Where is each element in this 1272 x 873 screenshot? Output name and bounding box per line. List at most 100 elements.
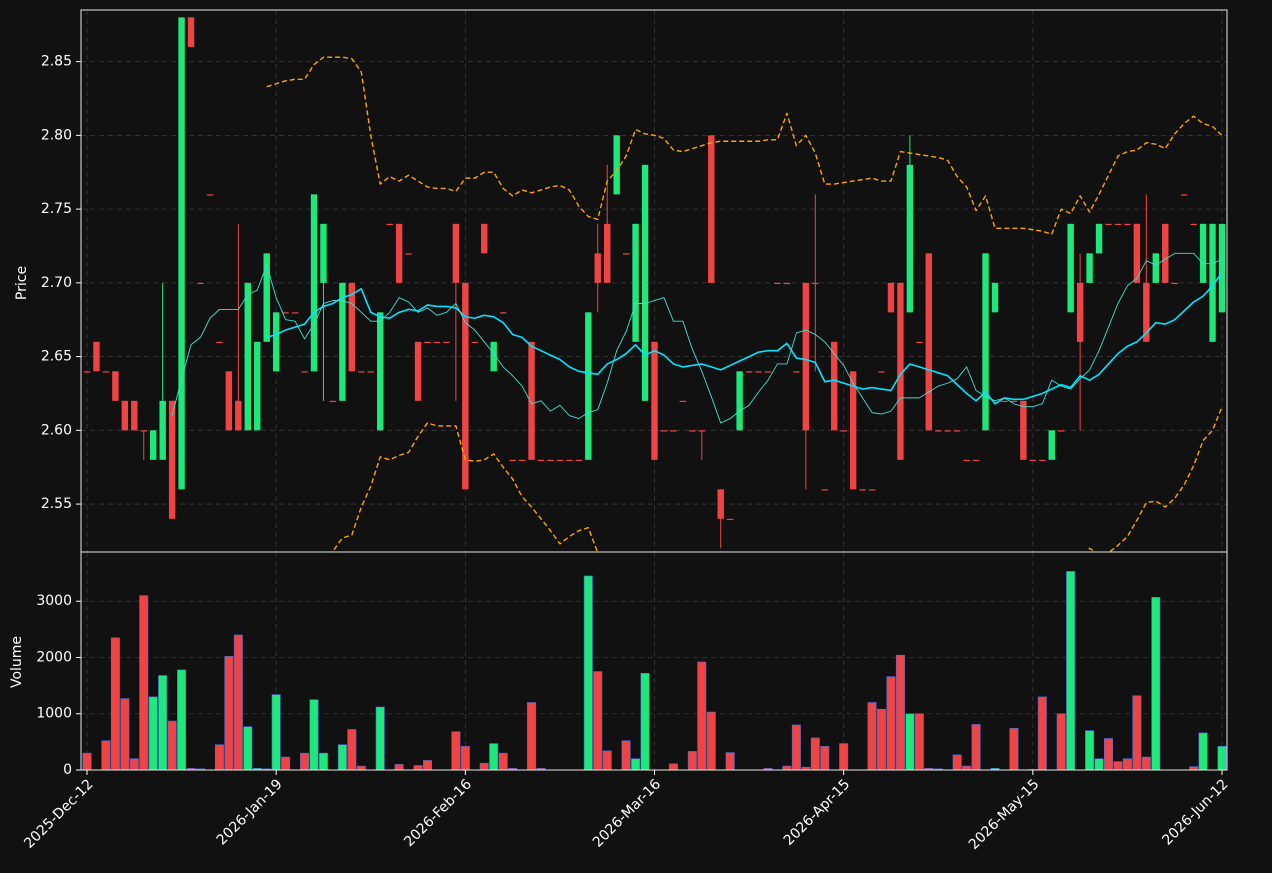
indicator-line [266,272,1223,405]
candle-body [878,371,885,373]
candle-body [916,341,923,344]
candle-body [121,400,129,431]
volume-bar [839,743,849,770]
volume-bar [1198,732,1208,770]
candle-body [793,371,800,373]
candle-body [585,312,592,460]
y-tick-label: 0 [63,762,72,778]
candle-body [1086,253,1093,283]
candle-body [1180,194,1188,196]
candle-body [1152,253,1159,283]
volume-bar [177,669,187,770]
candle-body [263,253,270,342]
volume-bar [631,758,641,770]
volume-bar [1094,758,1104,770]
marks [82,17,1227,770]
candle-body [812,282,819,285]
candles [83,17,1226,549]
volume-bar [1189,766,1199,770]
candle-body [386,223,393,226]
price-axis-label: Price [14,266,30,300]
candle-body [358,371,365,373]
candle-body [490,341,497,372]
candle-body [102,371,110,373]
candle-body [868,489,876,491]
candle-body [953,430,961,432]
indicator-line [266,56,1223,235]
candle-body [670,430,677,432]
candle-body [443,341,450,344]
candle-body [859,489,866,491]
volume-bar [971,724,981,770]
volume-bar [498,752,508,770]
volume-bar [271,694,281,770]
volume-bar [905,713,915,770]
candle-body [206,194,214,196]
candle-body [178,17,185,490]
candle-body [622,253,630,255]
volume-bar [1066,571,1076,770]
volume-bar [583,575,593,770]
candle-body [528,341,535,460]
volume-bar [243,726,253,770]
y-tick-label: 2.85 [41,54,72,70]
candle-body [1162,223,1169,283]
candle-body [1190,223,1197,226]
volume-bar [413,765,423,770]
candle-body [1143,282,1150,342]
candle-body [821,489,828,491]
candle-body [424,341,431,344]
candle-body [282,312,289,314]
candle-body [641,164,649,401]
candle-body [604,223,611,283]
candle-body [471,341,478,344]
volume-bar [110,637,120,770]
candle-body [159,400,166,460]
candle-body [235,400,242,431]
candle-body [1171,282,1178,285]
candle-body [367,371,374,373]
candle-body [1199,223,1207,283]
volume-bar [101,740,111,770]
candle-body [150,430,157,460]
volume-bar [356,765,366,770]
volume-bar [82,752,92,770]
candle-body [1095,223,1103,254]
volume-bar [422,760,432,770]
candle-body [254,341,261,431]
volume-bar [593,671,603,770]
volume-bar [233,634,243,770]
volume-bar [337,744,347,770]
candle-body [651,341,658,460]
candle-body [897,282,904,460]
candle-body [1114,223,1122,226]
volume-bar [129,758,139,770]
volume-bar [148,696,158,770]
candle-body [509,459,516,462]
candle-body [272,312,280,372]
candle-body [774,282,781,285]
candle-body [1020,400,1027,460]
volume-bar [1009,728,1019,770]
candle-body [708,135,715,283]
volume-bar [895,654,905,770]
y-tick-label: 2.55 [41,496,72,512]
candle-body [802,282,810,431]
volume-bar [158,675,168,770]
candle-body [925,253,932,431]
candle-body [887,282,895,313]
candle-body [632,223,639,342]
candle-body [301,371,308,373]
candle-body [131,400,138,431]
volume-bar [952,754,962,770]
candle-body [726,518,734,521]
candle-body [755,371,762,373]
volume-bar [810,737,820,770]
volume-bar [489,743,499,770]
volume-bars [82,571,1227,770]
volume-bar [300,752,310,770]
volume-bar [725,752,735,770]
candle-body [1048,430,1055,460]
candle-body [433,341,441,344]
